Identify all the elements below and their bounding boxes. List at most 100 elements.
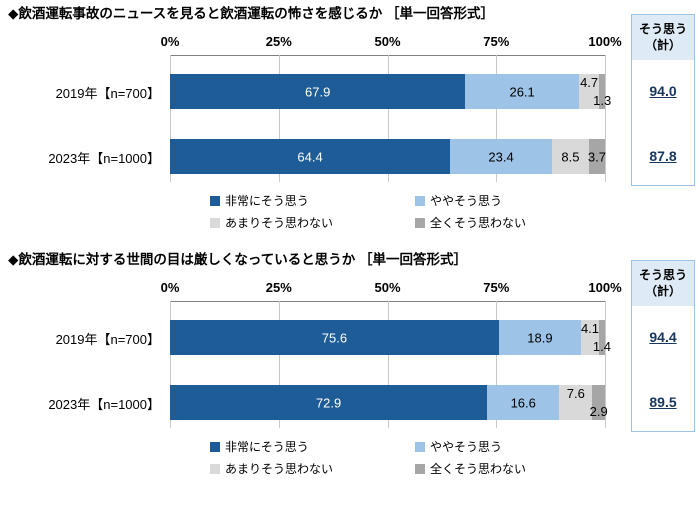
summary-title: そう思う （計）	[632, 15, 694, 61]
segment-value: 23.4	[488, 149, 514, 164]
bar-segment	[170, 320, 499, 355]
summary-title-line1: そう思う	[638, 268, 687, 282]
gridline	[170, 55, 171, 182]
gridline	[387, 301, 389, 428]
segment-value: 64.4	[297, 149, 323, 164]
bar-segment	[559, 385, 593, 420]
segment-value: 16.6	[510, 395, 536, 410]
summary-title: そう思う （計）	[632, 261, 694, 307]
chart-title: ◆飲酒運転に対する世間の目は厳しくなっていると思うか ［単一回答形式］	[8, 252, 467, 267]
segment-value: 72.9	[315, 395, 342, 410]
plot-area: 0% 25% 50% 75% 100% 67.9 26.1 4.7 1.3 64.4 23…	[161, 34, 622, 182]
legend-swatch-icon	[415, 463, 425, 474]
gridline	[496, 301, 498, 428]
legend-label: 非常にそう思う	[225, 440, 309, 454]
summary-value-2019: 94.4	[649, 329, 677, 345]
legend-swatch-icon	[210, 463, 220, 474]
segment-value: 67.9	[305, 84, 331, 99]
x-tick: 0%	[160, 34, 180, 49]
bar-segment	[465, 74, 579, 109]
bar-segment	[598, 320, 605, 355]
summary-value-2023: 87.8	[649, 148, 677, 164]
x-tick: 25%	[265, 34, 292, 49]
legend-item: あまりそう思わない	[210, 214, 333, 231]
bar-row: 67.9 26.1 4.7 1.3	[170, 74, 611, 109]
bar-segment	[599, 74, 605, 109]
segment-value: 8.5	[561, 149, 580, 164]
segment-value: 1.4	[592, 339, 611, 354]
legend-label: ややそう思う	[430, 440, 503, 454]
summary-value-2023: 89.5	[649, 394, 677, 410]
chart-title: ◆飲酒運転事故のニュースを見ると飲酒運転の怖さを感じるか ［単一回答形式］	[8, 6, 494, 21]
bar-segment	[450, 139, 552, 174]
chart-public-opinion-strict: ◆飲酒運転に対する世間の目は厳しくなっていると思うか ［単一回答形式］ 2019…	[0, 246, 700, 500]
x-tick: 75%	[483, 280, 510, 295]
legend-label: 全くそう思わない	[430, 462, 527, 476]
legend-swatch-icon	[210, 217, 220, 228]
legend-label: あまりそう思わない	[225, 216, 334, 230]
summary-title-line1: そう思う	[638, 22, 687, 36]
gridline	[496, 55, 498, 182]
legend-swatch-icon	[210, 441, 220, 452]
x-tick: 100%	[588, 280, 622, 295]
x-tick: 100%	[588, 34, 622, 49]
bar-segment	[581, 320, 599, 355]
gridline	[387, 55, 389, 182]
gridline	[170, 301, 171, 428]
plot-area: 0% 25% 50% 75% 100% 75.6 18.9 4.1 1.4 72.9 16…	[161, 280, 622, 428]
summary-box: そう思う （計） 94.0 87.8	[631, 14, 695, 186]
gridline	[278, 301, 280, 428]
bar-row: 75.6 18.9 4.1 1.4	[170, 320, 611, 355]
summary-title-line2: （計）	[644, 284, 681, 299]
bar-segment	[592, 385, 605, 420]
bar-segment	[170, 139, 451, 174]
x-tick: 25%	[265, 280, 292, 295]
legend-item: ややそう思う	[415, 438, 502, 455]
legend-label: あまりそう思わない	[225, 462, 334, 476]
summary-value-2019: 94.0	[649, 83, 677, 99]
segment-value: 4.7	[580, 75, 599, 90]
x-tick: 0%	[160, 280, 180, 295]
bar-segment	[498, 320, 582, 355]
gridline	[605, 55, 606, 182]
segment-value: 26.1	[509, 84, 535, 99]
legend-swatch-icon	[415, 217, 425, 228]
legend-item: 非常にそう思う	[210, 438, 309, 455]
legend-item: 全くそう思わない	[415, 460, 526, 477]
legend-item: 非常にそう思う	[210, 192, 309, 209]
category-label-2019: 2019年【n=700】	[55, 86, 160, 101]
legend-label: ややそう思う	[430, 194, 503, 208]
bar-segment	[551, 139, 589, 174]
legend-label: 全くそう思わない	[430, 216, 527, 230]
summary-title-line2: （計）	[644, 38, 681, 53]
category-label-2023: 2023年【n=1000】	[48, 151, 160, 166]
legend-swatch-icon	[210, 195, 220, 206]
segment-value: 2.9	[589, 404, 608, 419]
gridline	[278, 55, 280, 182]
gridline	[605, 301, 606, 428]
legend-label: 非常にそう思う	[225, 194, 309, 208]
segment-value: 7.6	[566, 386, 585, 401]
bar-segment	[170, 74, 466, 109]
bar-row: 72.9 16.6 7.6 2.9	[170, 385, 608, 420]
legend-swatch-icon	[415, 441, 425, 452]
x-tick: 50%	[374, 280, 401, 295]
segment-value: 4.1	[580, 321, 600, 336]
bar-row: 64.4 23.4 8.5 3.7	[170, 139, 606, 174]
segment-value: 3.7	[587, 149, 606, 164]
segment-value: 75.6	[321, 330, 348, 345]
bar-segment	[487, 385, 560, 420]
summary-box: そう思う （計） 94.4 89.5	[631, 260, 695, 432]
category-label-2019: 2019年【n=700】	[55, 332, 160, 347]
segment-value: 18.9	[527, 330, 553, 345]
legend-item: ややそう思う	[415, 192, 502, 209]
chart-drunk-driving-fear: ◆飲酒運転事故のニュースを見ると飲酒運転の怖さを感じるか ［単一回答形式］ 20…	[0, 0, 700, 246]
legend: 非常にそう思う ややそう思う あまりそう思わない 全くそう思わない	[170, 192, 605, 236]
bar-segment	[170, 385, 488, 420]
segment-value: 1.3	[593, 93, 612, 108]
legend: 非常にそう思う ややそう思う あまりそう思わない 全くそう思わない	[170, 438, 605, 482]
bar-segment	[588, 139, 605, 174]
x-tick: 75%	[483, 34, 510, 49]
legend-item: あまりそう思わない	[210, 460, 333, 477]
bar-segment	[578, 74, 600, 109]
